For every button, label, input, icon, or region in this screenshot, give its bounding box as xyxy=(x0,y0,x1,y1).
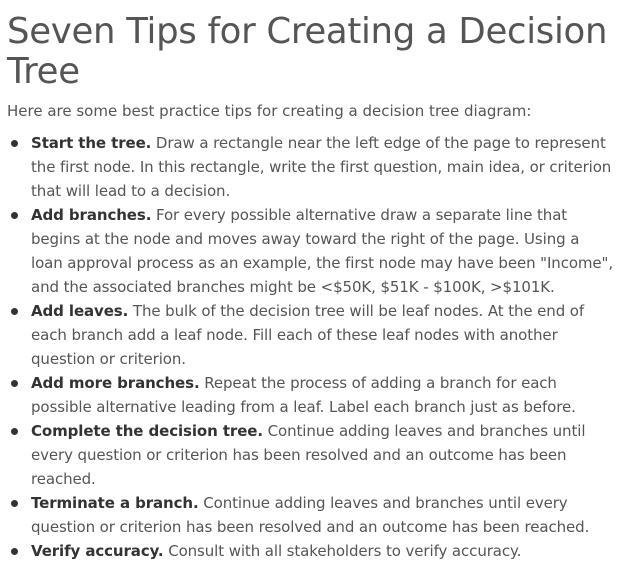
list-item: Add leaves. The bulk of the decision tre… xyxy=(7,299,615,371)
tip-text: Consult with all stakeholders to verify … xyxy=(163,542,522,560)
list-item: Start the tree. Draw a rectangle near th… xyxy=(7,131,615,203)
intro-paragraph: Here are some best practice tips for cre… xyxy=(7,102,532,120)
list-item: Add branches. For every possible alterna… xyxy=(7,203,615,299)
bullet-icon xyxy=(11,380,18,387)
tip-text: Draw a rectangle near the left edge of t… xyxy=(31,134,612,200)
bullet-icon xyxy=(11,308,18,315)
page-title: Seven Tips for Creating a Decision Tree xyxy=(7,11,608,92)
bullet-icon xyxy=(11,212,18,219)
tip-text: Continue adding leaves and branches unti… xyxy=(31,494,590,536)
list-item: Add more branches. Repeat the process of… xyxy=(7,371,615,419)
bullet-icon xyxy=(11,428,18,435)
tip-text: The bulk of the decision tree will be le… xyxy=(31,302,585,368)
tips-list: Start the tree. Draw a rectangle near th… xyxy=(7,131,615,563)
list-item: Terminate a branch. Continue adding leav… xyxy=(7,491,615,539)
tip-text: Repeat the process of adding a branch fo… xyxy=(31,374,576,416)
tip-text: Continue adding leaves and branches unti… xyxy=(31,422,586,488)
list-item: Verify accuracy. Consult with all stakeh… xyxy=(7,539,615,563)
bullet-icon xyxy=(11,500,18,507)
tip-title: Start the tree. xyxy=(31,134,152,152)
tip-title: Verify accuracy. xyxy=(31,542,164,560)
tip-title: Add more branches. xyxy=(31,374,200,392)
tip-title: Terminate a branch. xyxy=(31,494,199,512)
article: Seven Tips for Creating a Decision Tree … xyxy=(7,12,615,563)
tip-text: For every possible alternative draw a se… xyxy=(31,206,614,296)
tip-title: Add leaves. xyxy=(31,302,129,320)
tip-title: Complete the decision tree. xyxy=(31,422,263,440)
list-item: Complete the decision tree. Continue add… xyxy=(7,419,615,491)
tip-title: Add branches. xyxy=(31,206,152,224)
bullet-icon xyxy=(11,548,18,555)
bullet-icon xyxy=(11,140,18,147)
